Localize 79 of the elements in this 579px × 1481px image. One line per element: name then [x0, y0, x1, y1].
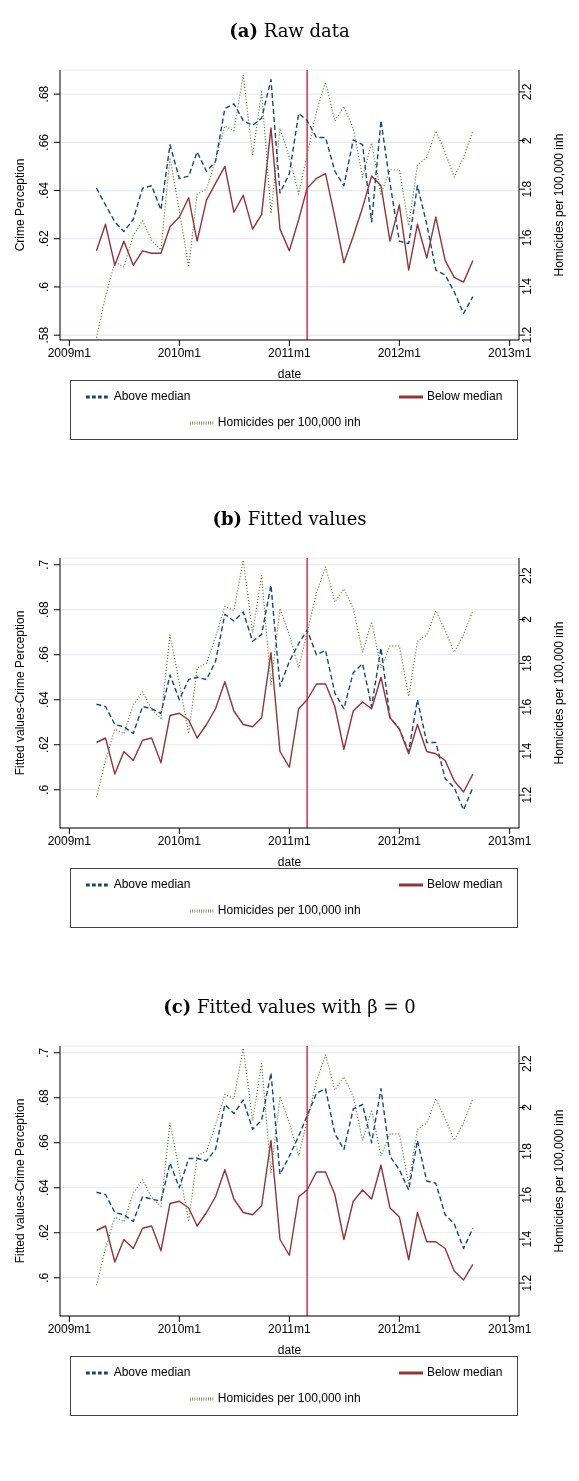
- y-tick-label: .66: [37, 646, 51, 664]
- line-series: [95, 1072, 474, 1250]
- x-tick-label: 2013m1: [487, 833, 532, 848]
- y-tick-label: .64: [37, 691, 51, 709]
- x-tick-label: 2011m1: [268, 1321, 311, 1336]
- legend-label: Below median: [426, 389, 503, 404]
- legend-label: Homicides per 100,000 inh: [217, 415, 361, 430]
- y-tick-label: .62: [37, 736, 51, 754]
- x-tick-label: 2011m1: [268, 833, 311, 848]
- y-tick-label: .7: [37, 1047, 51, 1058]
- x-tick-label: 2009m1: [47, 345, 92, 360]
- y-tick-label: .68: [37, 601, 51, 619]
- chart-title: (a) Raw data: [228, 19, 351, 43]
- y2-tick-label: 1.6: [520, 229, 534, 247]
- line-series: [95, 559, 474, 798]
- x-tick-label: 2009m1: [47, 1321, 92, 1336]
- x-tick-label: 2010m1: [157, 833, 202, 848]
- x-tick-label: 2009m1: [47, 833, 92, 848]
- x-tick-label: 2012m1: [377, 1321, 422, 1336]
- y2-tick-label: 1.6: [520, 698, 534, 716]
- y-axis-title: Fitted values-Crime Perception: [13, 1098, 28, 1264]
- y2-tick-label: 1.8: [520, 180, 534, 198]
- line-series: [95, 1047, 474, 1286]
- y2-tick-label: 1.8: [520, 654, 534, 672]
- y2-tick-label: 2.2: [520, 566, 534, 584]
- y-tick-label: .7: [37, 559, 51, 570]
- x-tick-label: 2013m1: [487, 345, 532, 360]
- chart-title: (b) Fitted values: [211, 507, 368, 531]
- x-tick-label: 2011m1: [268, 345, 311, 360]
- x-axis-title: date: [277, 855, 302, 869]
- y-axis-title: Fitted values-Crime Perception: [13, 610, 28, 776]
- line-series: [95, 584, 474, 811]
- line-series: [95, 1139, 474, 1281]
- legend-label: Above median: [113, 389, 191, 404]
- y2-tick-label: 2: [520, 136, 534, 144]
- x-tick-label: 2012m1: [377, 833, 422, 848]
- y-axis-title: Crime Perception: [13, 158, 28, 252]
- y-tick-label: .6: [37, 281, 51, 292]
- y-tick-label: .66: [37, 133, 51, 151]
- y2-tick-label: 1.2: [520, 326, 534, 344]
- y2-tick-label: 1.2: [520, 1274, 534, 1292]
- y-tick-label: .68: [37, 85, 51, 103]
- legend-label: Above median: [113, 877, 191, 892]
- y2-tick-label: 1.4: [520, 277, 534, 295]
- legend-label: Below median: [426, 877, 503, 892]
- y-tick-label: .64: [37, 181, 51, 199]
- y-tick-label: .66: [37, 1134, 51, 1152]
- legend-label: Homicides per 100,000 inh: [217, 903, 361, 918]
- y-tick-label: .68: [37, 1089, 51, 1107]
- y2-tick-label: 2.2: [520, 1054, 534, 1072]
- chart-title: (c) Fitted values with β = 0: [162, 995, 417, 1019]
- x-tick-label: 2013m1: [487, 1321, 532, 1336]
- y2-axis-title: Homicides per 100,000 inh: [552, 621, 567, 765]
- legend-label: Below median: [426, 1365, 503, 1380]
- x-tick-label: 2010m1: [157, 345, 202, 360]
- y2-tick-label: 2: [520, 615, 534, 623]
- y2-tick-label: 1.8: [520, 1142, 534, 1160]
- legend-label: Homicides per 100,000 inh: [217, 1391, 361, 1406]
- y-tick-label: .6: [37, 784, 51, 795]
- y-tick-label: .62: [37, 230, 51, 248]
- y-tick-label: .64: [37, 1179, 51, 1197]
- y2-tick-label: 1.2: [520, 786, 534, 804]
- legend-label: Above median: [113, 1365, 191, 1380]
- y2-tick-label: 2.2: [520, 83, 534, 101]
- y2-tick-label: 1.4: [520, 742, 534, 760]
- y2-axis-title: Homicides per 100,000 inh: [552, 133, 567, 277]
- y-tick-label: .62: [37, 1224, 51, 1242]
- y2-tick-label: 2: [520, 1103, 534, 1111]
- y-tick-label: .6: [37, 1272, 51, 1283]
- y2-axis-title: Homicides per 100,000 inh: [552, 1109, 567, 1253]
- y-tick-label: .58: [37, 326, 51, 344]
- x-tick-label: 2012m1: [377, 345, 422, 360]
- x-axis-title: date: [277, 1343, 302, 1357]
- x-axis-title: date: [277, 367, 302, 381]
- y2-tick-label: 1.6: [520, 1186, 534, 1204]
- y2-tick-label: 1.4: [520, 1230, 534, 1248]
- line-series: [95, 127, 474, 283]
- x-tick-label: 2010m1: [157, 1321, 202, 1336]
- line-series: [95, 651, 474, 793]
